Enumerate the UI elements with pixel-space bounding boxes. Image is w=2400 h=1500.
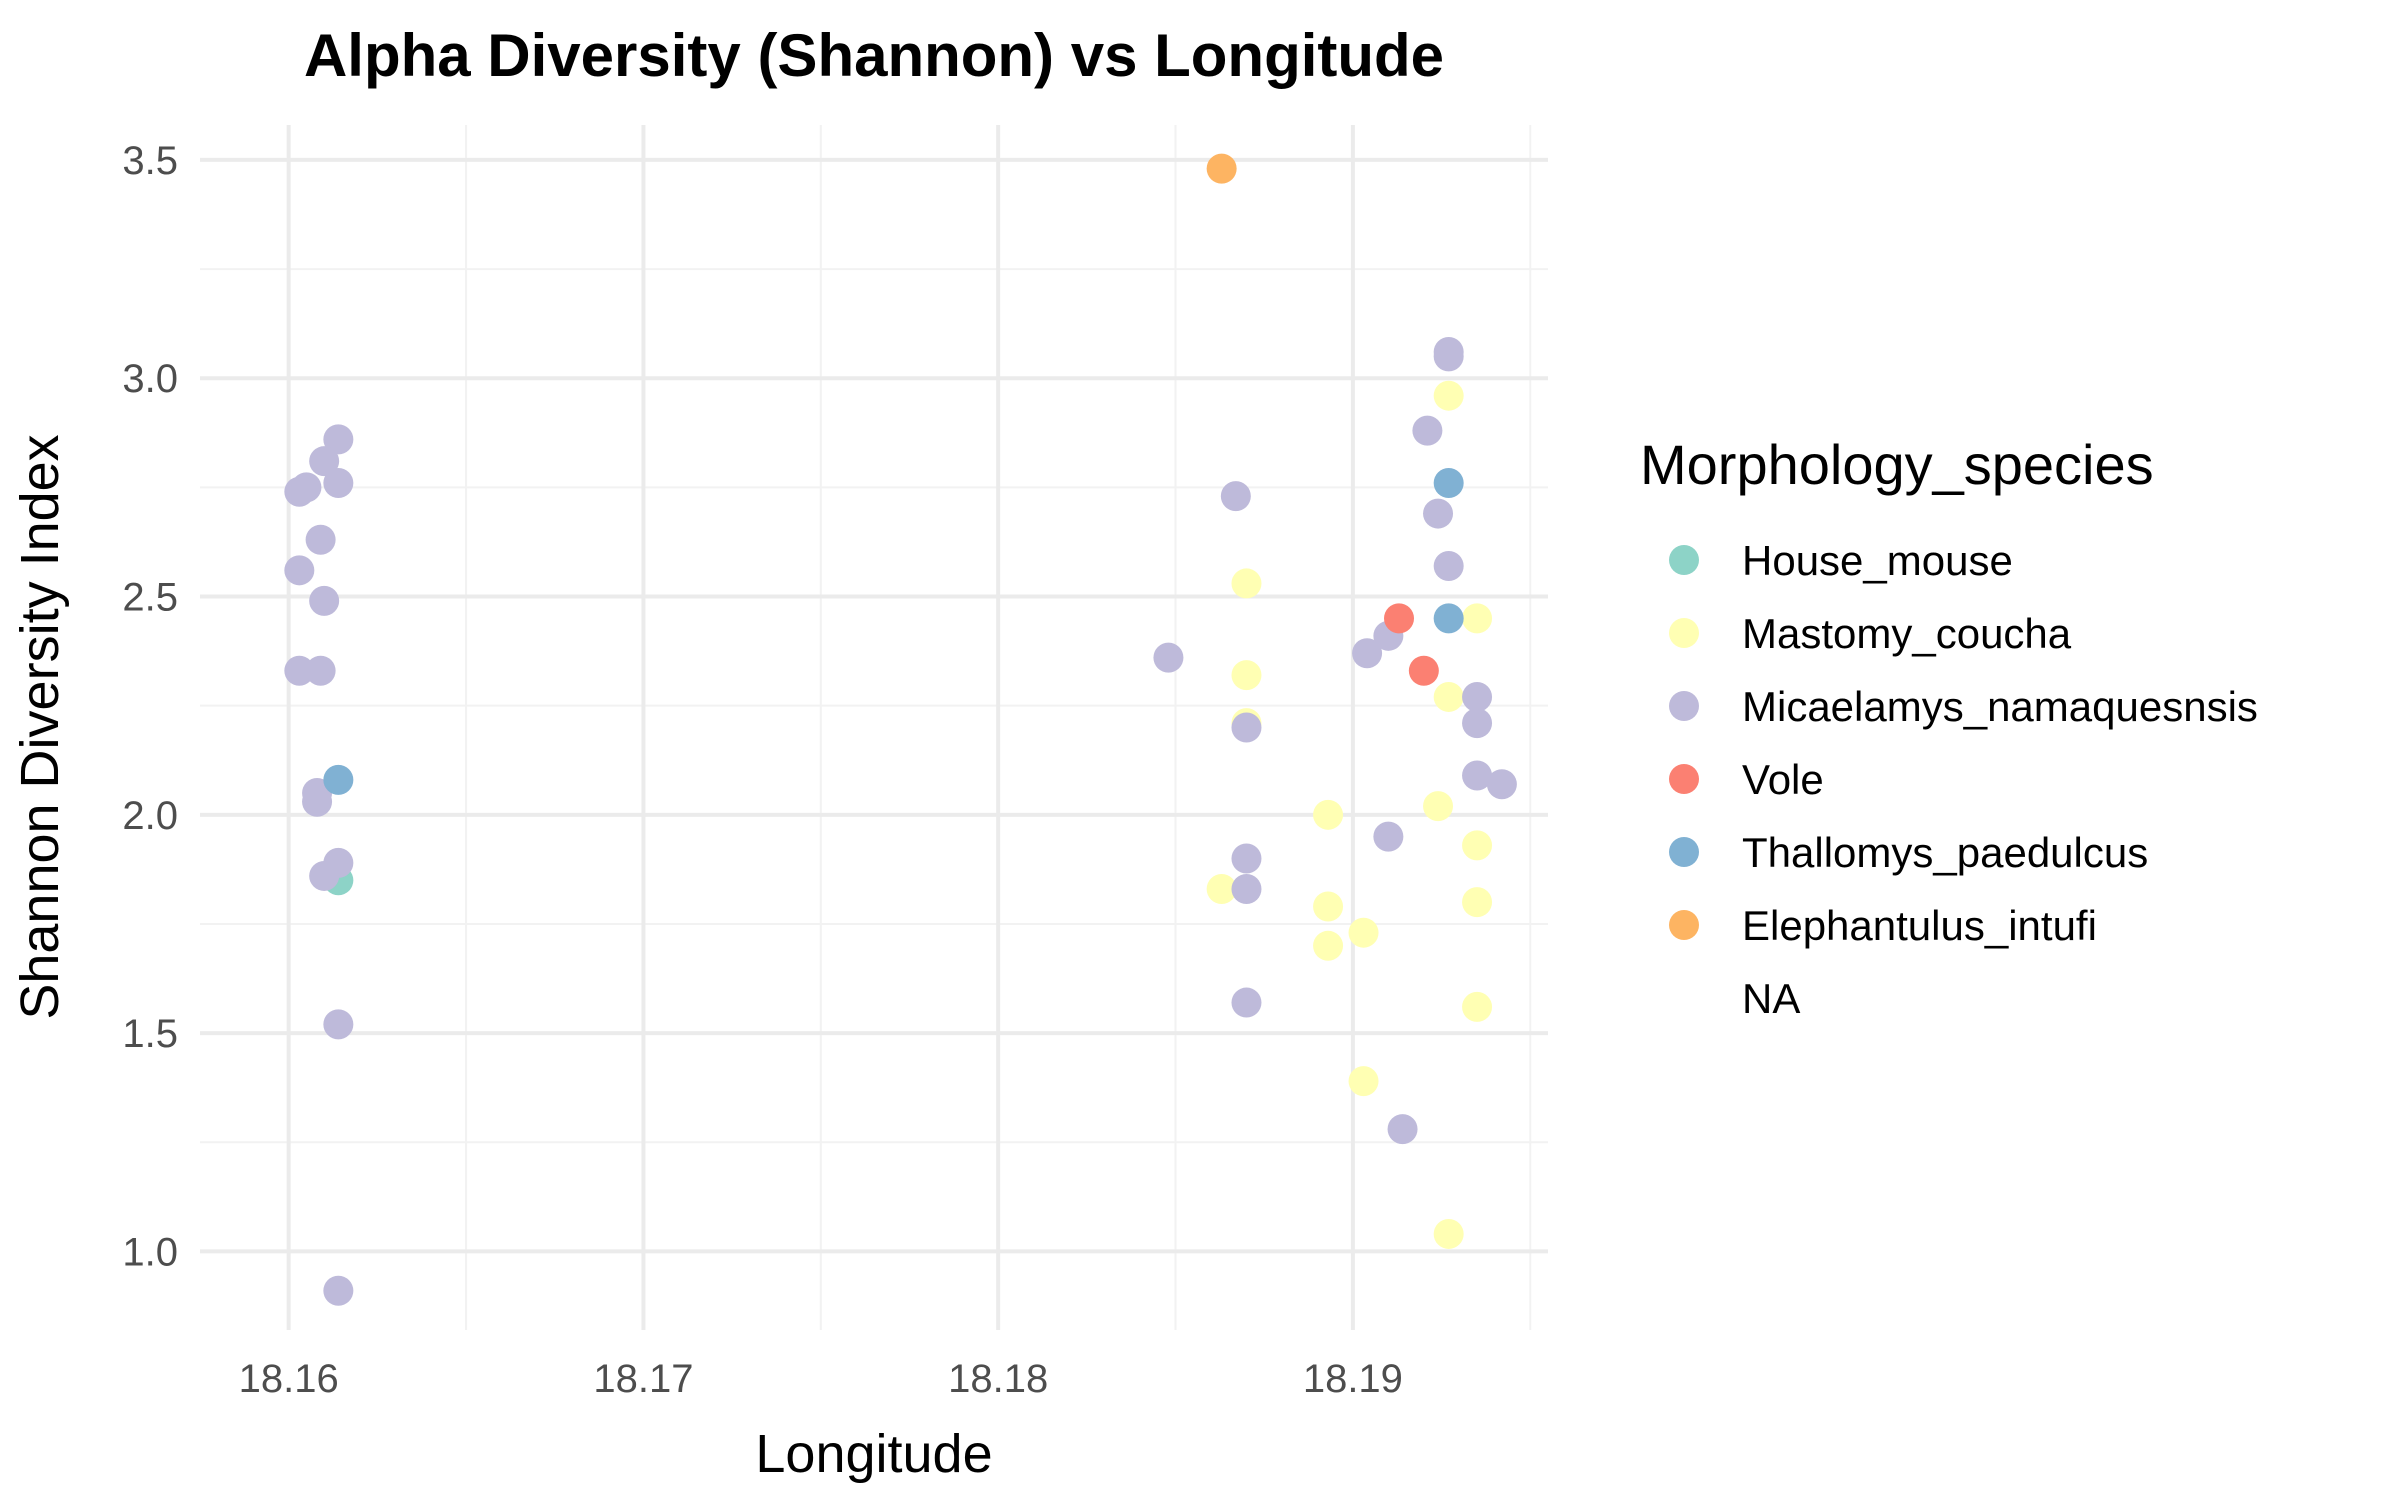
data-point bbox=[1408, 655, 1439, 686]
x-tick-label: 18.16 bbox=[239, 1357, 339, 1401]
data-point bbox=[1462, 708, 1493, 739]
data-point bbox=[1462, 603, 1493, 634]
data-point bbox=[1313, 799, 1344, 830]
data-point bbox=[1433, 550, 1464, 581]
x-tick-label: 18.19 bbox=[1303, 1357, 1403, 1401]
legend-label: Micaelamys_namaquesnsis bbox=[1742, 683, 2258, 730]
data-point bbox=[1433, 341, 1464, 372]
data-point bbox=[1313, 930, 1344, 961]
data-point bbox=[1348, 917, 1379, 948]
data-point bbox=[1433, 1218, 1464, 1249]
data-point bbox=[323, 1009, 354, 1040]
legend-label: House_mouse bbox=[1742, 537, 2013, 584]
chart-title: Alpha Diversity (Shannon) vs Longitude bbox=[304, 22, 1444, 89]
legend-key bbox=[1669, 618, 1699, 648]
data-point bbox=[1423, 791, 1454, 822]
legend-key bbox=[1669, 764, 1699, 794]
data-point bbox=[302, 786, 333, 817]
y-axis-title: Shannon Diversity Index bbox=[10, 434, 70, 1019]
data-point bbox=[1231, 712, 1262, 743]
data-point bbox=[1433, 681, 1464, 712]
legend-items: House_mouse Mastomy_coucha Micaelamys_nama… bbox=[1669, 537, 2258, 1022]
legend-label: Mastomy_coucha bbox=[1742, 610, 2072, 657]
x-tick-labels: 18.16 18.17 18.18 18.19 bbox=[239, 1357, 1403, 1401]
data-point bbox=[1313, 891, 1344, 922]
data-point bbox=[1153, 642, 1184, 673]
data-point bbox=[284, 476, 315, 507]
x-axis-title: Longitude bbox=[755, 1424, 992, 1484]
legend-label: Thallomys_paedulcus bbox=[1742, 829, 2148, 876]
data-point bbox=[1462, 991, 1493, 1022]
data-point bbox=[1384, 603, 1415, 634]
legend-key bbox=[1669, 910, 1699, 940]
legend-key bbox=[1669, 691, 1699, 721]
data-point bbox=[309, 860, 340, 891]
data-point bbox=[323, 1275, 354, 1306]
data-point bbox=[1433, 468, 1464, 499]
data-point bbox=[305, 524, 336, 555]
data-point bbox=[1220, 481, 1251, 512]
data-point bbox=[1462, 887, 1493, 918]
data-point bbox=[1231, 568, 1262, 599]
x-tick-label: 18.18 bbox=[948, 1357, 1048, 1401]
legend-label: Elephantulus_intufi bbox=[1742, 902, 2097, 949]
data-point bbox=[1206, 874, 1237, 905]
data-point bbox=[1348, 1066, 1379, 1097]
data-point bbox=[309, 446, 340, 477]
legend-key bbox=[1669, 837, 1699, 867]
y-tick-label: 3.0 bbox=[122, 357, 178, 401]
legend-label: Vole bbox=[1742, 756, 1824, 803]
y-tick-labels: 1.0 1.5 2.0 2.5 3.0 3.5 bbox=[122, 139, 178, 1274]
legend: Morphology_species House_mouse Mastomy_co… bbox=[1640, 433, 2258, 1022]
legend-key bbox=[1669, 545, 1699, 575]
data-point bbox=[323, 468, 354, 499]
data-point bbox=[1373, 821, 1404, 852]
data-point bbox=[1433, 380, 1464, 411]
data-point bbox=[1352, 638, 1383, 669]
legend-title: Morphology_species bbox=[1640, 433, 2154, 496]
data-point bbox=[1231, 843, 1262, 874]
y-tick-label: 3.5 bbox=[122, 139, 178, 183]
y-tick-label: 1.5 bbox=[122, 1012, 178, 1056]
data-point bbox=[1423, 498, 1454, 529]
data-points bbox=[284, 153, 1517, 1306]
data-point bbox=[1433, 603, 1464, 634]
y-tick-label: 2.0 bbox=[122, 794, 178, 838]
y-tick-label: 2.5 bbox=[122, 576, 178, 620]
data-point bbox=[284, 655, 315, 686]
data-point bbox=[1231, 874, 1262, 905]
data-point bbox=[284, 555, 315, 586]
data-point bbox=[1462, 830, 1493, 861]
data-point bbox=[1231, 660, 1262, 691]
data-point bbox=[1486, 769, 1517, 800]
x-tick-label: 18.17 bbox=[593, 1357, 693, 1401]
grid bbox=[200, 125, 1548, 1330]
y-tick-label: 1.0 bbox=[122, 1230, 178, 1274]
data-point bbox=[1462, 760, 1493, 791]
data-point bbox=[1231, 987, 1262, 1018]
data-point bbox=[1387, 1114, 1418, 1145]
data-point bbox=[1462, 681, 1493, 712]
data-point bbox=[309, 585, 340, 616]
data-point bbox=[1412, 415, 1443, 446]
data-point bbox=[305, 655, 336, 686]
data-point bbox=[1206, 153, 1237, 184]
data-point bbox=[323, 764, 354, 795]
data-point bbox=[323, 424, 354, 455]
legend-label: NA bbox=[1742, 975, 1800, 1022]
